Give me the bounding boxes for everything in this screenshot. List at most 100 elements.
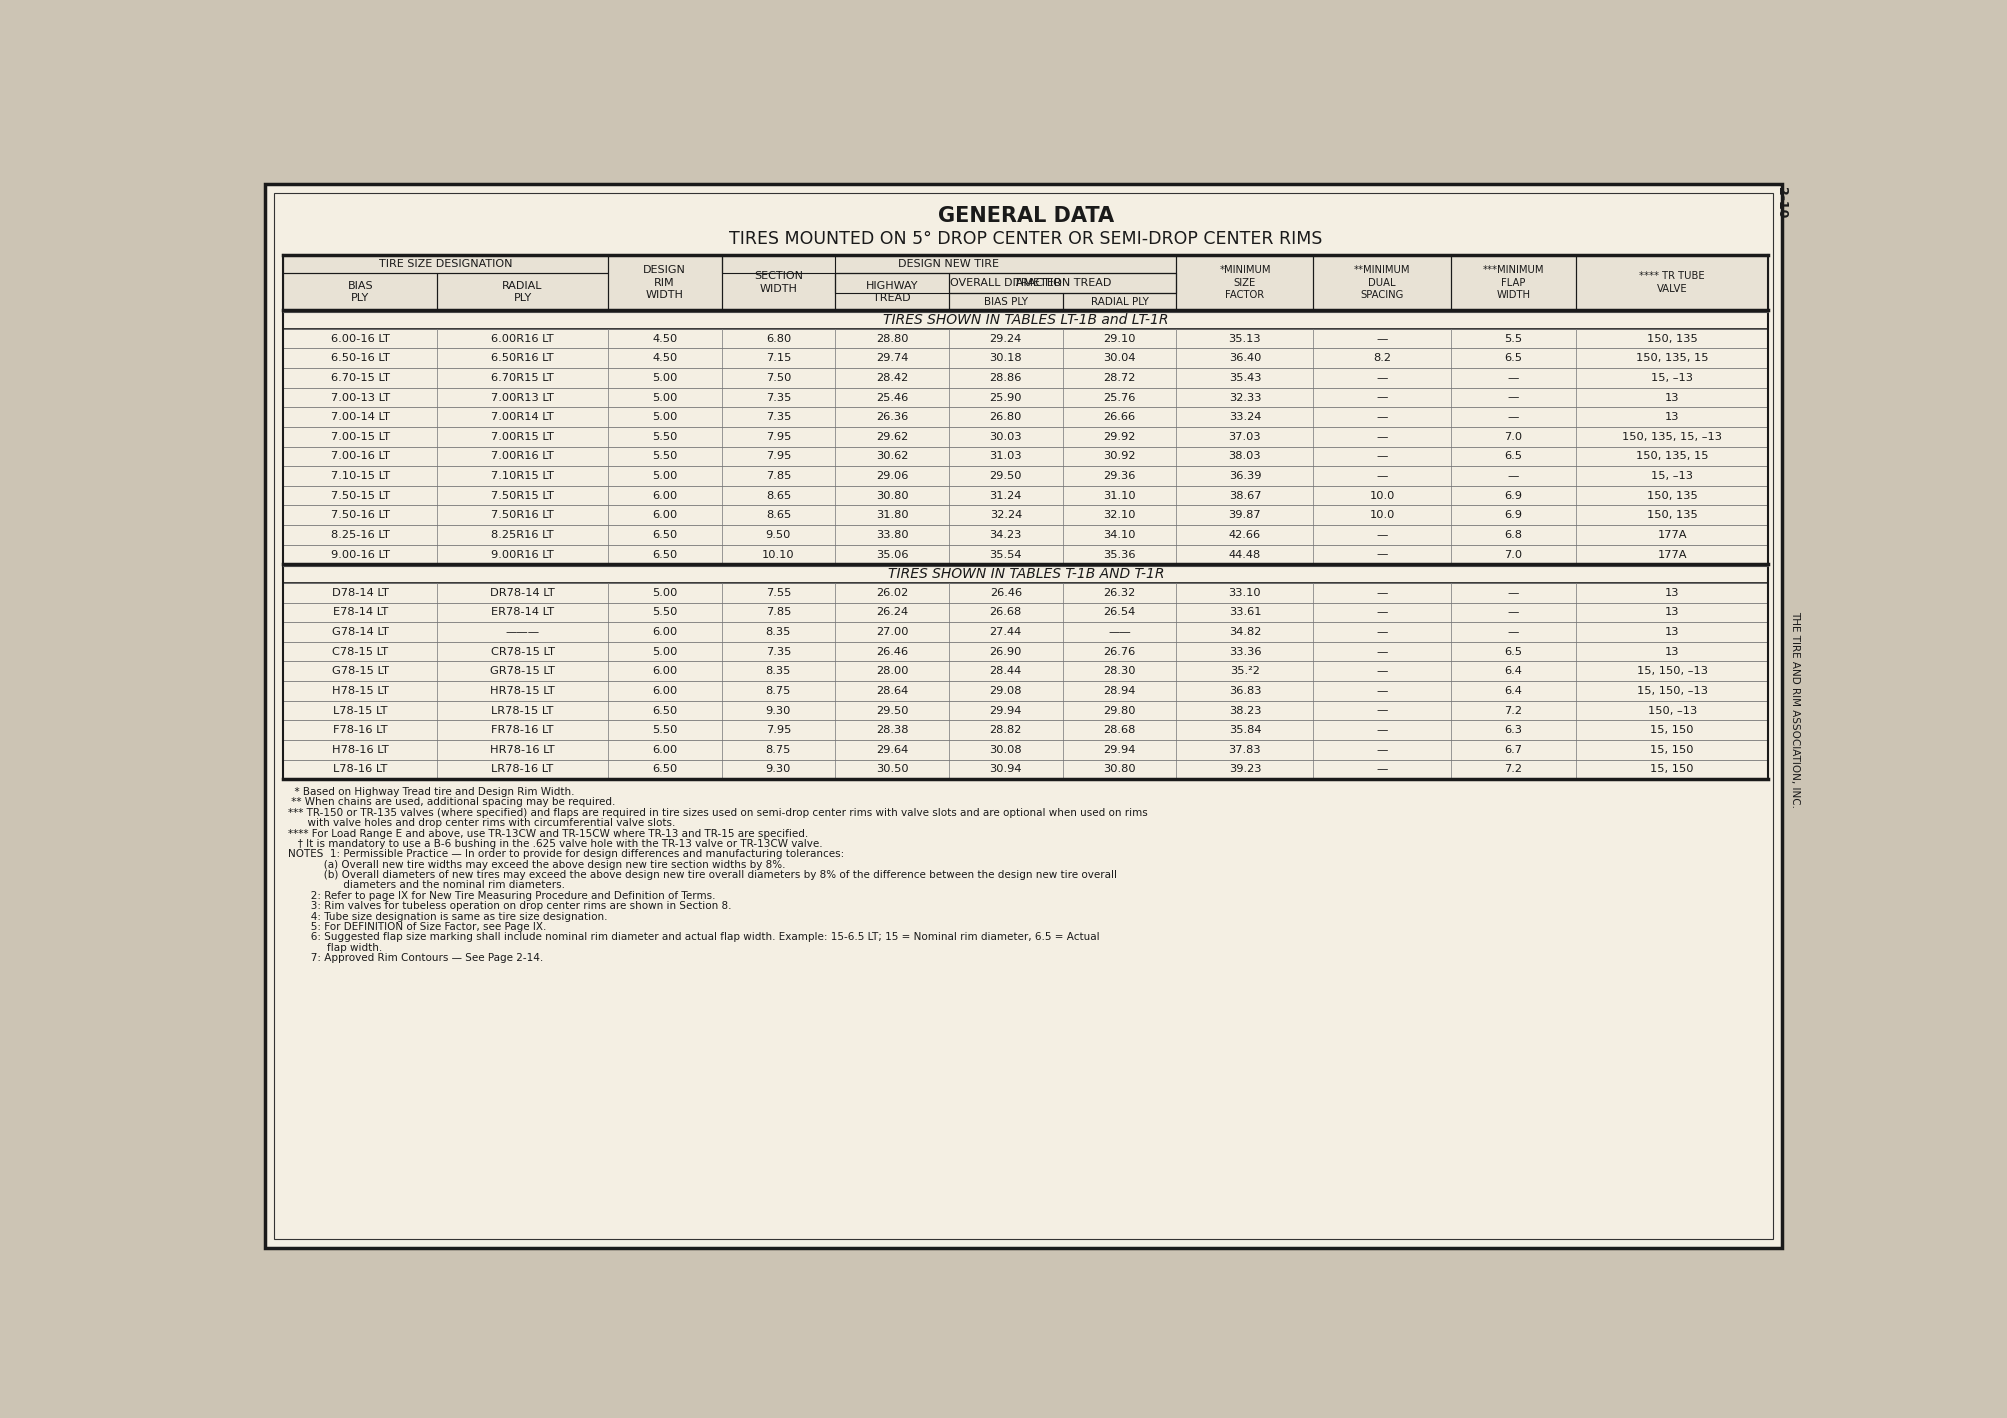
Bar <box>438 720 608 740</box>
Bar <box>438 545 608 564</box>
Text: E78-14 LT: E78-14 LT <box>333 607 387 617</box>
Text: with valve holes and drop center rims with circumferential valve slots.: with valve holes and drop center rims wi… <box>289 818 676 828</box>
Text: 5.5: 5.5 <box>1505 333 1523 343</box>
Text: G78-14 LT: G78-14 LT <box>331 627 389 637</box>
Bar <box>1176 349 1313 369</box>
Text: DR78-14 LT: DR78-14 LT <box>490 587 554 598</box>
Text: —: — <box>1377 587 1387 598</box>
Text: 8.35: 8.35 <box>767 666 791 676</box>
Text: 6.00-16 LT: 6.00-16 LT <box>331 333 389 343</box>
Text: RADIAL
PLY: RADIAL PLY <box>502 281 542 303</box>
Bar <box>1062 720 1176 740</box>
Text: 35.43: 35.43 <box>1228 373 1260 383</box>
Text: 6.00: 6.00 <box>652 510 676 520</box>
Bar <box>1062 369 1176 387</box>
Bar <box>723 603 835 623</box>
Bar <box>835 583 949 603</box>
Bar <box>1575 525 1768 545</box>
Text: 6.50-16 LT: 6.50-16 LT <box>331 353 389 363</box>
Bar <box>1062 427 1176 447</box>
Text: 7.85: 7.85 <box>767 607 791 617</box>
Bar <box>723 505 835 525</box>
Text: 9.50: 9.50 <box>767 530 791 540</box>
Text: 30.03: 30.03 <box>989 431 1022 442</box>
Bar <box>1176 642 1313 661</box>
Bar <box>1176 603 1313 623</box>
Bar <box>949 583 1062 603</box>
Bar <box>835 329 949 349</box>
Bar <box>1575 583 1768 603</box>
Text: 35.84: 35.84 <box>1228 725 1260 735</box>
Bar <box>835 623 949 642</box>
Bar <box>283 255 1768 311</box>
Bar <box>835 720 949 740</box>
Text: 7.2: 7.2 <box>1505 764 1523 774</box>
Bar <box>835 349 949 369</box>
Bar <box>949 720 1062 740</box>
Text: diameters and the nominal rim diameters.: diameters and the nominal rim diameters. <box>289 881 566 891</box>
Text: —: — <box>1377 607 1387 617</box>
Text: 7.0: 7.0 <box>1505 550 1523 560</box>
Text: DESIGN
RIM
WIDTH: DESIGN RIM WIDTH <box>644 265 686 301</box>
Text: F78-16 LT: F78-16 LT <box>333 725 387 735</box>
Bar <box>1062 447 1176 467</box>
Text: 8.2: 8.2 <box>1373 353 1391 363</box>
Text: 5.50: 5.50 <box>652 725 678 735</box>
Text: (b) Overall diameters of new tires may exceed the above design new tire overall : (b) Overall diameters of new tires may e… <box>289 871 1118 881</box>
Bar <box>1062 525 1176 545</box>
Text: —: — <box>1377 471 1387 481</box>
Text: —: — <box>1377 744 1387 754</box>
Bar <box>835 642 949 661</box>
Text: 30.18: 30.18 <box>989 353 1022 363</box>
Bar <box>1451 681 1575 700</box>
Bar <box>949 545 1062 564</box>
Text: —: — <box>1377 333 1387 343</box>
Bar <box>1313 760 1451 780</box>
Bar <box>283 274 438 311</box>
Text: NOTES  1: Permissible Practice — In order to provide for design differences and : NOTES 1: Permissible Practice — In order… <box>289 849 845 859</box>
Text: 7.0: 7.0 <box>1505 431 1523 442</box>
Text: 29.64: 29.64 <box>875 744 909 754</box>
Text: 177A: 177A <box>1658 550 1688 560</box>
Bar <box>1062 387 1176 407</box>
Text: 7.50-15 LT: 7.50-15 LT <box>331 491 389 501</box>
Bar <box>608 603 723 623</box>
Bar <box>723 545 835 564</box>
Text: 6.50: 6.50 <box>652 530 676 540</box>
Bar <box>1451 642 1575 661</box>
Bar <box>283 545 438 564</box>
Bar <box>1451 486 1575 505</box>
Bar <box>608 661 723 681</box>
Bar <box>1451 525 1575 545</box>
Bar <box>949 349 1062 369</box>
Text: 29.50: 29.50 <box>989 471 1022 481</box>
Text: —: — <box>1507 413 1519 423</box>
Bar <box>1062 467 1176 486</box>
Bar <box>723 720 835 740</box>
Bar <box>1176 681 1313 700</box>
Bar <box>723 740 835 760</box>
Text: 7: Approved Rim Contours — See Page 2-14.: 7: Approved Rim Contours — See Page 2-14… <box>289 953 544 963</box>
Bar <box>723 623 835 642</box>
Text: 30.80: 30.80 <box>875 491 909 501</box>
Text: 28.94: 28.94 <box>1104 686 1136 696</box>
Text: TIRES SHOWN IN TABLES LT-1B and LT-1R: TIRES SHOWN IN TABLES LT-1B and LT-1R <box>883 312 1168 326</box>
Bar <box>1062 642 1176 661</box>
Text: 28.80: 28.80 <box>875 333 909 343</box>
Bar <box>608 427 723 447</box>
Bar <box>1575 623 1768 642</box>
Bar <box>1575 681 1768 700</box>
Text: HR78-15 LT: HR78-15 LT <box>490 686 554 696</box>
Text: 7.00R16 LT: 7.00R16 LT <box>492 451 554 461</box>
Text: 29.08: 29.08 <box>989 686 1022 696</box>
Text: 29.74: 29.74 <box>875 353 909 363</box>
Bar <box>1313 387 1451 407</box>
Bar <box>723 760 835 780</box>
Text: 7.50R16 LT: 7.50R16 LT <box>492 510 554 520</box>
Text: 26.46: 26.46 <box>875 647 907 657</box>
Text: 35.06: 35.06 <box>875 550 909 560</box>
Bar <box>608 505 723 525</box>
Text: 7.85: 7.85 <box>767 471 791 481</box>
Bar <box>1062 545 1176 564</box>
Bar <box>283 387 438 407</box>
